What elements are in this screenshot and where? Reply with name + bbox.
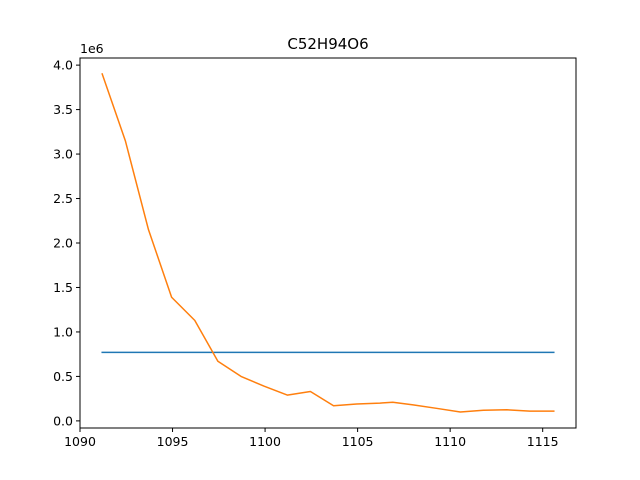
- x-tick-label: 1115: [527, 434, 559, 449]
- x-tick-label: 1095: [157, 434, 189, 449]
- y-tick-label: 3.0: [53, 147, 73, 162]
- y-tick-label: 2.5: [53, 191, 73, 206]
- y-tick-label: 3.5: [53, 102, 73, 117]
- x-tick-label: 1090: [64, 434, 96, 449]
- y-offset-label: 1e6: [80, 41, 104, 56]
- y-tick-label: 4.0: [53, 58, 73, 73]
- y-tick-label: 2.0: [53, 236, 73, 251]
- chart-title: C52H94O6: [287, 35, 368, 53]
- x-tick-label: 1100: [249, 434, 281, 449]
- series-line-2: [101, 73, 555, 413]
- y-tick-label: 0.0: [53, 413, 73, 428]
- x-tick-label: 1105: [342, 434, 374, 449]
- axes-frame: [79, 57, 577, 429]
- y-tick-label: 0.5: [53, 369, 73, 384]
- y-tick-label: 1.0: [53, 324, 73, 339]
- plot-area: 1090 1095 1100 1105 1110 1115 0.0 0.5 1.0 1.5 2.0 2…: [53, 58, 558, 449]
- y-tick-label: 1.5: [53, 280, 73, 295]
- x-tick-label: 1110: [434, 434, 466, 449]
